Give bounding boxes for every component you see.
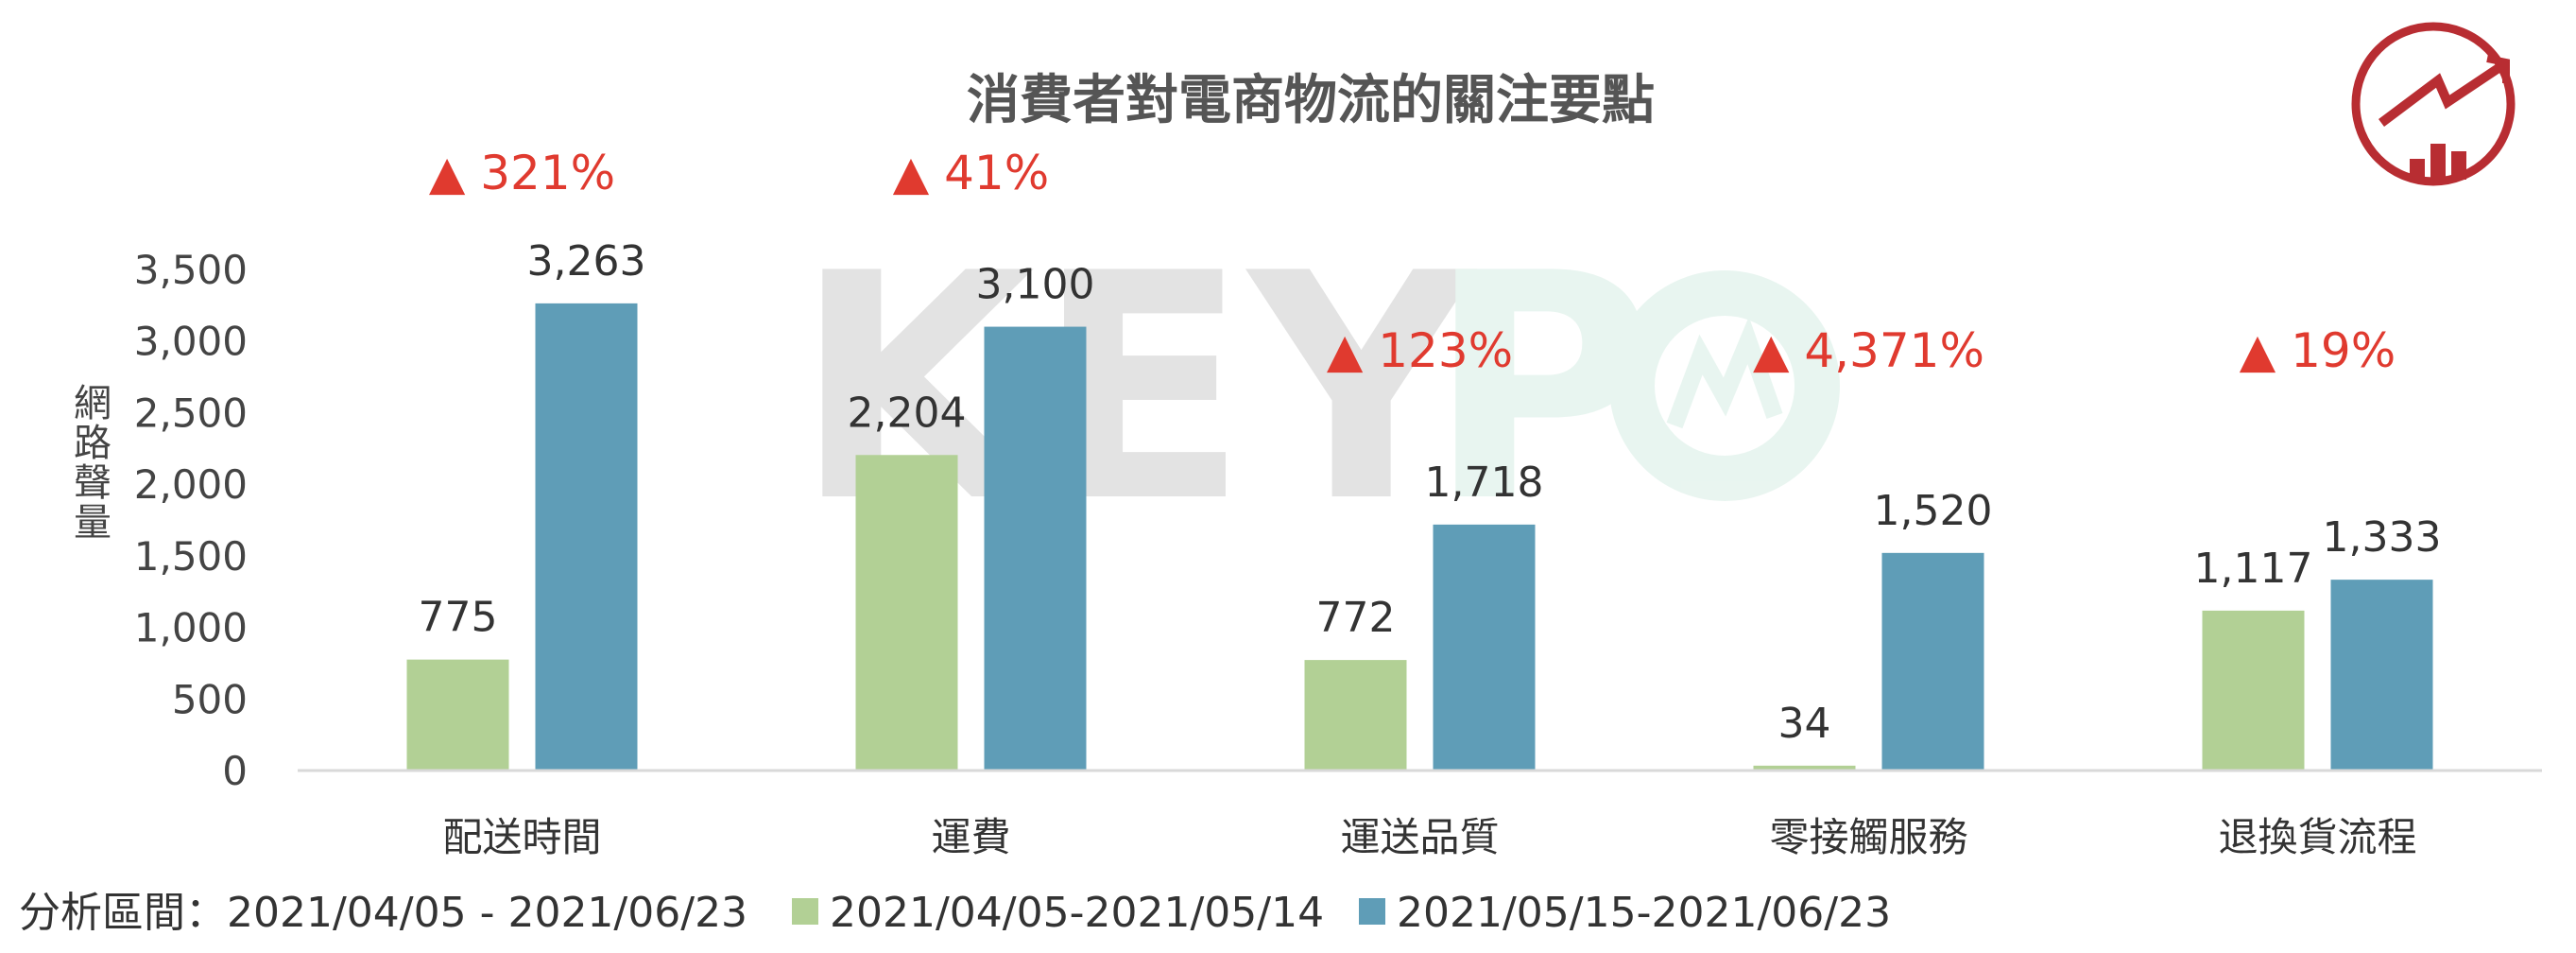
bar-series-1 bbox=[406, 659, 509, 771]
bar-series-1 bbox=[2202, 610, 2305, 771]
growth-label: ▲ 41% bbox=[893, 146, 1049, 200]
data-label: 1,718 bbox=[1425, 459, 1544, 507]
data-label: 772 bbox=[1316, 594, 1396, 642]
y-tick-label: 3,500 bbox=[134, 247, 248, 293]
growth-label: ▲ 123% bbox=[1327, 323, 1513, 378]
brand-logo-icon bbox=[2351, 22, 2516, 186]
legend: 2021/04/05-2021/05/14 2021/05/15-2021/06… bbox=[792, 889, 1891, 937]
data-label: 775 bbox=[419, 594, 498, 642]
data-label: 1,117 bbox=[2194, 545, 2313, 593]
bar-series-1 bbox=[1304, 660, 1407, 771]
bar-series-2 bbox=[2330, 580, 2433, 771]
legend-swatch-series-1 bbox=[792, 898, 818, 925]
data-label: 1,333 bbox=[2323, 513, 2442, 562]
y-axis-label: 網路聲量 bbox=[74, 382, 112, 545]
data-label: 2,204 bbox=[848, 389, 967, 437]
data-label: 3,100 bbox=[976, 261, 1095, 309]
x-category-label: 運費 bbox=[931, 814, 1010, 860]
x-category-label: 零接觸服務 bbox=[1769, 814, 1967, 860]
y-tick-label: 1,000 bbox=[134, 605, 248, 651]
y-axis-ticks: 0 500 1,000 1,500 2,000 2,500 3,000 3,500 bbox=[134, 247, 248, 794]
x-category-label: 配送時間 bbox=[442, 814, 601, 860]
y-tick-label: 3,000 bbox=[134, 319, 248, 365]
growth-label: ▲ 19% bbox=[2240, 323, 2396, 378]
y-tick-label: 0 bbox=[222, 748, 248, 794]
y-tick-label: 2,500 bbox=[134, 390, 248, 436]
bars: 775 3,263 2,204 3,100 772 1,718 34 1,520 1,1171,… bbox=[406, 237, 2442, 771]
bar-series-2 bbox=[535, 303, 638, 771]
category-labels: 配送時間 運費 運送品質 零接觸服務 退換貨流程 bbox=[442, 814, 2416, 860]
growth-label: ▲ 321% bbox=[429, 146, 615, 200]
growth-labels: ▲ 321% ▲ 41% ▲ 123% ▲ 4,371% ▲ 19% bbox=[429, 146, 2396, 378]
period-label: 分析區間： bbox=[19, 889, 227, 937]
watermark-o-icon bbox=[1609, 270, 1840, 501]
data-label: 34 bbox=[1778, 700, 1831, 748]
chart-title: 消費者對電商物流的關注要點 bbox=[967, 70, 1655, 131]
bar-series-1 bbox=[1753, 765, 1856, 771]
period-value: 2021/04/05 - 2021/06/23 bbox=[227, 889, 747, 937]
legend-swatch-series-2 bbox=[1359, 898, 1385, 925]
x-category-label: 運送品質 bbox=[1340, 814, 1499, 860]
data-label: 1,520 bbox=[1874, 487, 1993, 535]
bar-series-1 bbox=[855, 455, 958, 771]
bar-series-2 bbox=[984, 326, 1087, 771]
y-tick-label: 1,500 bbox=[134, 533, 248, 580]
bar-series-2 bbox=[1433, 524, 1536, 771]
legend-label-series-1: 2021/04/05-2021/05/14 bbox=[830, 889, 1324, 937]
y-tick-label: 500 bbox=[172, 676, 248, 722]
y-tick-label: 2,000 bbox=[134, 461, 248, 508]
data-label: 3,263 bbox=[527, 237, 646, 286]
x-category-label: 退換貨流程 bbox=[2218, 814, 2416, 860]
growth-label: ▲ 4,371% bbox=[1753, 323, 1984, 378]
legend-label-series-2: 2021/05/15-2021/06/23 bbox=[1397, 889, 1891, 937]
bar-series-2 bbox=[1881, 552, 1984, 771]
